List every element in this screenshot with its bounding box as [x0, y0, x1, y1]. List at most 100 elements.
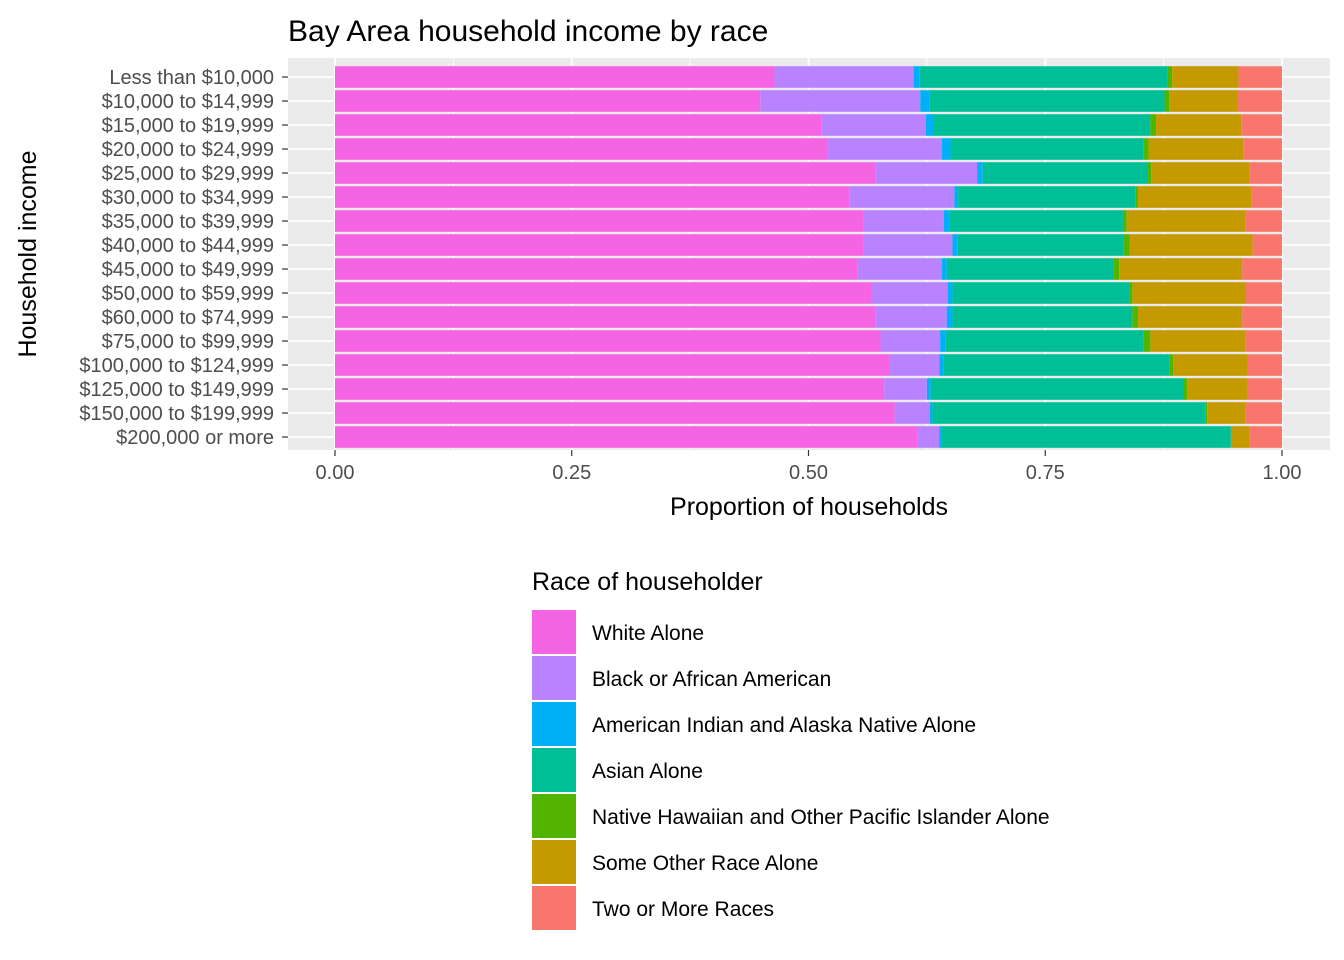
bar-segment: $150,000 to $199,999 – American Indian a…	[929, 402, 933, 424]
bar-segment: Less than $10,000 – Two or More Races	[1238, 66, 1282, 88]
bar-segment: Less than $10,000 – Asian Alone	[919, 66, 1168, 88]
bar-segment: $125,000 to $149,999 – White Alone	[335, 378, 885, 400]
bar-segment: $60,000 to $74,999 – Black or African Am…	[875, 306, 947, 328]
bar-segment: $50,000 to $59,999 – Black or African Am…	[871, 282, 948, 304]
bar-segment: $15,000 to $19,999 – White Alone	[335, 114, 822, 136]
bar-segment: $150,000 to $199,999 – Asian Alone	[932, 402, 1206, 424]
legend-label: Black or African American	[592, 668, 831, 691]
bar-segment: $10,000 to $14,999 – Black or African Am…	[760, 90, 921, 112]
bar-segment: $25,000 to $29,999 – Asian Alone	[982, 162, 1148, 184]
bar-segment: $30,000 to $34,999 – Some Other Race Alo…	[1138, 186, 1252, 208]
bar-segment: $20,000 to $24,999 – Asian Alone	[950, 138, 1144, 160]
bar-segment: $10,000 to $14,999 – American Indian and…	[920, 90, 930, 112]
bar-segment: $35,000 to $39,999 – Black or African Am…	[863, 210, 944, 232]
bar-segment: $20,000 to $24,999 – Native Hawaiian and…	[1143, 138, 1149, 160]
bar-segment: $45,000 to $49,999 – White Alone	[335, 258, 858, 280]
bar-segment: $40,000 to $44,999 – Native Hawaiian and…	[1123, 234, 1130, 256]
legend-label: Asian Alone	[592, 760, 703, 783]
bar-segment: $35,000 to $39,999 – American Indian and…	[943, 210, 950, 232]
bar-segment: $150,000 to $199,999 – Black or African …	[894, 402, 930, 424]
y-tick-label: $25,000 to $29,999	[102, 163, 274, 185]
bar-segment: $125,000 to $149,999 – Asian Alone	[930, 378, 1184, 400]
bar-segment: $60,000 to $74,999 – White Alone	[335, 306, 876, 328]
legend-label: Native Hawaiian and Other Pacific Island…	[592, 806, 1050, 829]
legend-swatch	[532, 656, 576, 700]
x-tick-label: 0.50	[789, 462, 828, 484]
bar-segment: $15,000 to $19,999 – Black or African Am…	[821, 114, 926, 136]
y-tick-label: $50,000 to $59,999	[102, 283, 274, 305]
bar-segment: $200,000 or more – Two or More Races	[1249, 426, 1282, 448]
bar-segment: $50,000 to $59,999 – White Alone	[335, 282, 872, 304]
x-axis-tick-labels: 0.00 0.25 0.50 0.75 1.00	[316, 450, 1302, 484]
bar-segment: $40,000 to $44,999 – White Alone	[335, 234, 864, 256]
bar-segment: $150,000 to $199,999 – Native Hawaiian a…	[1205, 402, 1208, 424]
bar-segment: $25,000 to $29,999 – American Indian and…	[977, 162, 983, 184]
bar-segment: $25,000 to $29,999 – Some Other Race Alo…	[1151, 162, 1250, 184]
bar-segment: $10,000 to $14,999 – Native Hawaiian and…	[1164, 90, 1170, 112]
bar-segment: $35,000 to $39,999 – White Alone	[335, 210, 864, 232]
x-tick-label: 0.25	[552, 462, 591, 484]
y-tick-label: $40,000 to $44,999	[102, 235, 274, 257]
bar-segment: $25,000 to $29,999 – Black or African Am…	[875, 162, 978, 184]
bar-segment: Less than $10,000 – Black or African Ame…	[774, 66, 914, 88]
y-tick-label: $30,000 to $34,999	[102, 187, 274, 209]
bar-segment: $200,000 or more – American Indian and A…	[939, 426, 942, 448]
bar-segment: $100,000 to $124,999 – Some Other Race A…	[1173, 354, 1248, 376]
legend-swatch	[532, 840, 576, 884]
y-tick-label: $125,000 to $149,999	[79, 379, 274, 401]
bar-segment: $75,000 to $99,999 – American Indian and…	[940, 330, 946, 352]
bar-segment: $15,000 to $19,999 – Some Other Race Alo…	[1156, 114, 1242, 136]
bar-segment: $125,000 to $149,999 – Native Hawaiian a…	[1183, 378, 1188, 400]
y-tick-label: $45,000 to $49,999	[102, 259, 274, 281]
bar-segment: $10,000 to $14,999 – Two or More Races	[1237, 90, 1282, 112]
bar-segment: $20,000 to $24,999 – American Indian and…	[942, 138, 951, 160]
bar-segment: $35,000 to $39,999 – Asian Alone	[949, 210, 1123, 232]
bar-segment: $30,000 to $34,999 – Native Hawaiian and…	[1135, 186, 1139, 208]
bar-segment: $10,000 to $14,999 – White Alone	[335, 90, 761, 112]
y-tick-label: $20,000 to $24,999	[102, 139, 274, 161]
bar-segment: $75,000 to $99,999 – Some Other Race Alo…	[1150, 330, 1246, 352]
bar-segment: $40,000 to $44,999 – Some Other Race Alo…	[1129, 234, 1253, 256]
bar-segment: $75,000 to $99,999 – White Alone	[335, 330, 881, 352]
bar-segment: $100,000 to $124,999 – White Alone	[335, 354, 889, 376]
x-tick-label: 1.00	[1263, 462, 1302, 484]
bar-segment: $125,000 to $149,999 – American Indian a…	[926, 378, 931, 400]
bar-segment: $40,000 to $44,999 – American Indian and…	[952, 234, 958, 256]
legend-label: White Alone	[592, 622, 704, 645]
bar-segment: $45,000 to $49,999 – Two or More Races	[1242, 258, 1282, 280]
legend-label: Some Other Race Alone	[592, 852, 818, 875]
bar-segment: $45,000 to $49,999 – Black or African Am…	[857, 258, 943, 280]
bar-segment: $35,000 to $39,999 – Some Other Race Alo…	[1126, 210, 1246, 232]
bar-segment: $150,000 to $199,999 – Two or More Races	[1245, 402, 1282, 424]
bar-segment: $40,000 to $44,999 – Two or More Races	[1252, 234, 1282, 256]
bar-segment: $60,000 to $74,999 – Asian Alone	[952, 306, 1133, 328]
legend-swatch	[532, 886, 576, 930]
bar-segment: $20,000 to $24,999 – Black or African Am…	[827, 138, 943, 160]
bar-segment: $200,000 or more – Asian Alone	[941, 426, 1231, 448]
bar-segment: $150,000 to $199,999 – White Alone	[335, 402, 895, 424]
y-tick-label: $100,000 to $124,999	[79, 355, 274, 377]
x-tick-label: 0.00	[316, 462, 355, 484]
bar-segment: $75,000 to $99,999 – Asian Alone	[945, 330, 1144, 352]
bar-segment: $35,000 to $39,999 – Two or More Races	[1245, 210, 1282, 232]
bar-segment: $100,000 to $124,999 – American Indian a…	[939, 354, 944, 376]
bar-segment: $100,000 to $124,999 – Black or African …	[888, 354, 940, 376]
bar-segment: $45,000 to $49,999 – American Indian and…	[942, 258, 947, 280]
bar-segment: $100,000 to $124,999 – Two or More Races	[1247, 354, 1282, 376]
legend: Race of householder White Alone Black or …	[532, 568, 1050, 930]
y-axis-title: Household income	[14, 150, 42, 357]
legend-swatch	[532, 702, 576, 746]
bar-segment: $75,000 to $99,999 – Native Hawaiian and…	[1143, 330, 1151, 352]
bar-segment: Less than $10,000 – American Indian and …	[913, 66, 920, 88]
bar-segment: $50,000 to $59,999 – American Indian and…	[947, 282, 953, 304]
y-tick-label: $75,000 to $99,999	[102, 331, 274, 353]
bar-segment: $50,000 to $59,999 – Some Other Race Alo…	[1132, 282, 1247, 304]
bar-segment: $75,000 to $99,999 – Two or More Races	[1245, 330, 1282, 352]
bar-segment: $20,000 to $24,999 – Some Other Race Alo…	[1148, 138, 1244, 160]
chart-title: Bay Area household income by race	[288, 15, 768, 48]
bar-segment: $30,000 to $34,999 – Two or More Races	[1251, 186, 1282, 208]
bar-segment: $40,000 to $44,999 – Black or African Am…	[863, 234, 953, 256]
bar-segment: Less than $10,000 – White Alone	[335, 66, 775, 88]
x-tick-label: 0.75	[1026, 462, 1065, 484]
